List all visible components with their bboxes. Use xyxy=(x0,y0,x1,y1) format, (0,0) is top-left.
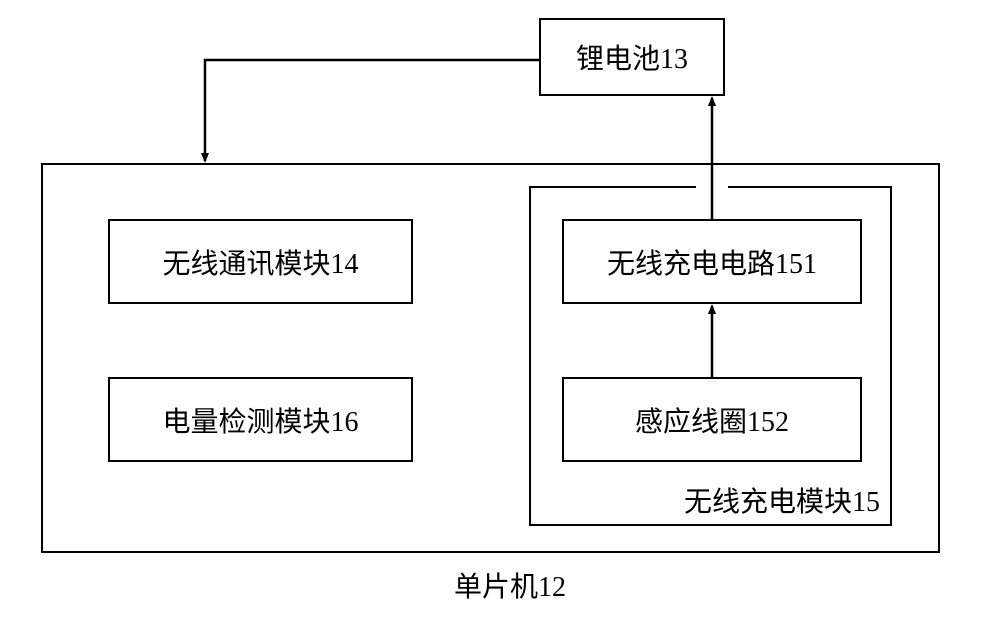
power-detect-node: 电量检测模块16 xyxy=(108,377,413,462)
diagram-canvas: 锂电池13 单片机12 无线通讯模块14 电量检测模块16 无线充电模块15 无… xyxy=(0,0,1000,636)
wireless-comm-node: 无线通讯模块14 xyxy=(108,219,413,304)
charge-circuit-label: 无线充电电路151 xyxy=(607,242,817,282)
border-break-patch xyxy=(696,184,728,190)
mcu-label: 单片机12 xyxy=(420,565,600,605)
mcu-label-text: 单片机12 xyxy=(454,572,566,603)
power-detect-label: 电量检测模块16 xyxy=(162,400,358,440)
battery-label: 锂电池13 xyxy=(576,37,688,77)
induction-coil-label: 感应线圈152 xyxy=(635,400,789,440)
edge-battery-to-mcu xyxy=(205,60,539,161)
charge-module-label-text: 无线充电模块15 xyxy=(684,487,880,518)
charge-circuit-node: 无线充电电路151 xyxy=(562,219,862,304)
battery-node: 锂电池13 xyxy=(539,18,725,96)
induction-coil-node: 感应线圈152 xyxy=(562,377,862,462)
wireless-comm-label: 无线通讯模块14 xyxy=(162,242,358,282)
charge-module-label: 无线充电模块15 xyxy=(600,480,880,520)
